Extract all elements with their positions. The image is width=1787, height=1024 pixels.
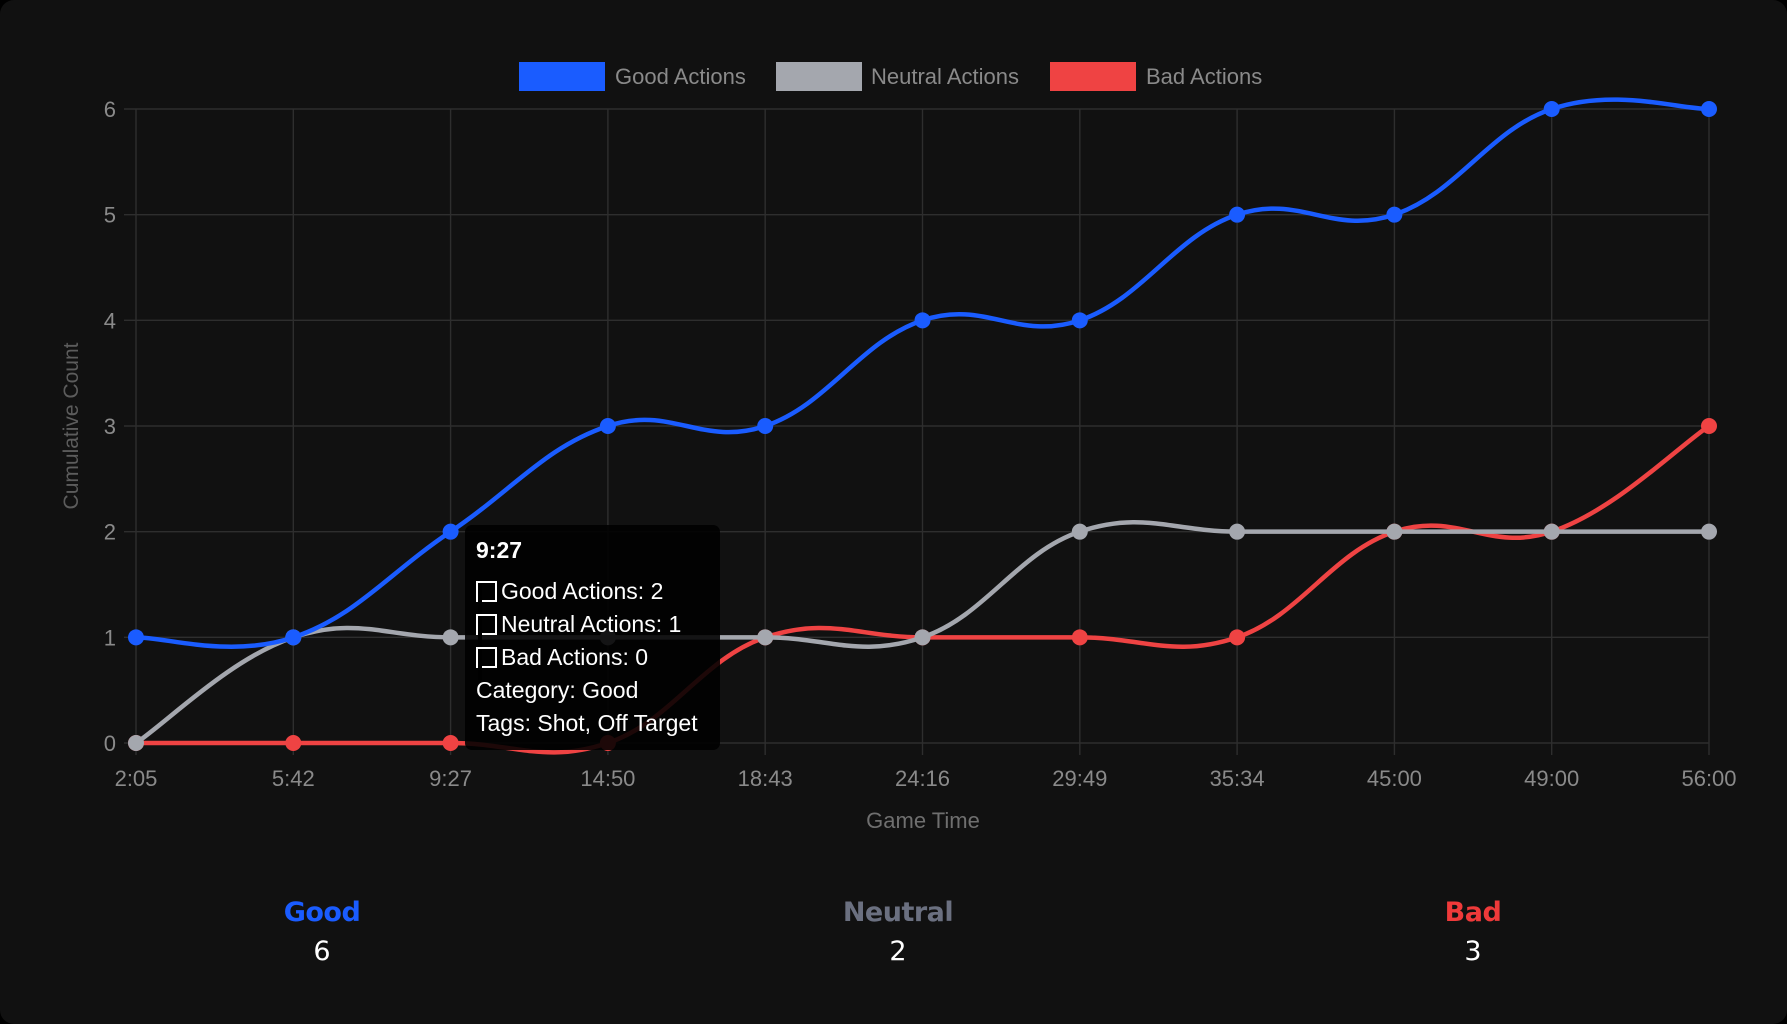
data-point-neutral-actions[interactable] (1386, 523, 1403, 540)
data-point-good-actions[interactable] (757, 418, 774, 434)
x-tick-label: 2:05 (115, 766, 158, 791)
data-point-good-actions[interactable] (128, 629, 144, 646)
data-point-bad-actions[interactable] (1229, 629, 1246, 646)
tooltip-good-text: Good Actions: 2 (501, 578, 664, 604)
bad-swatch-icon (476, 647, 497, 680)
tooltip: 9:27 Good Actions: 2 Neutral Actions: 1 … (465, 525, 720, 750)
data-point-neutral-actions[interactable] (1229, 523, 1246, 540)
y-axis-ticks: 0 1 2 3 4 5 6 (104, 97, 116, 756)
x-tick-label: 29:49 (1052, 766, 1107, 791)
x-tick-label: 14:50 (580, 766, 635, 791)
x-tick-label: 9:27 (429, 766, 472, 791)
y-tick-label: 0 (104, 731, 116, 756)
summary-neutral-value: 2 (889, 936, 907, 967)
legend-item-bad-actions[interactable]: Bad Actions (1050, 62, 1262, 91)
summary-bad: Bad 3 (1323, 895, 1623, 971)
legend-label: Good Actions (615, 64, 746, 89)
x-tick-label: 5:42 (272, 766, 315, 791)
summary-bad-label: Bad (1444, 897, 1502, 928)
y-tick-label: 6 (104, 97, 116, 122)
tooltip-row-good: Good Actions: 2 (476, 575, 709, 614)
y-axis-title: Cumulative Count (60, 342, 83, 509)
summary-good: Good 6 (172, 895, 472, 971)
neutral-swatch-icon (476, 614, 497, 647)
data-point-bad-actions[interactable] (1701, 418, 1717, 434)
tooltip-bad-text: Bad Actions: 0 (501, 644, 649, 670)
tooltip-category: Category: Good (476, 677, 639, 703)
summary-good-label: Good (283, 897, 361, 928)
series (128, 97, 1717, 755)
data-point-good-actions[interactable] (442, 523, 459, 540)
x-tick-label: 35:34 (1210, 766, 1265, 791)
data-point-neutral-actions[interactable] (1071, 523, 1088, 540)
y-tick-label: 2 (104, 520, 116, 545)
data-point-good-actions[interactable] (914, 312, 931, 329)
data-point-neutral-actions[interactable] (1543, 523, 1560, 540)
x-axis-ticks: 2:05 5:42 9:27 14:50 18:43 24:16 29:49 35:34 45:… (115, 766, 1737, 791)
y-tick-label: 5 (104, 203, 116, 228)
data-point-neutral-actions[interactable] (1701, 523, 1717, 540)
summary-bad-value: 3 (1464, 936, 1482, 967)
data-point-good-actions[interactable] (1543, 101, 1560, 117)
data-point-neutral-actions[interactable] (128, 735, 144, 751)
data-point-bad-actions[interactable] (442, 735, 459, 751)
data-point-bad-actions[interactable] (1071, 629, 1088, 646)
y-tick-label: 1 (104, 625, 116, 650)
legend-label: Bad Actions (1146, 64, 1262, 89)
y-tick-label: 3 (104, 414, 116, 439)
data-point-good-actions[interactable] (1229, 206, 1246, 223)
tooltip-title: 9:27 (476, 537, 523, 563)
legend-item-neutral-actions[interactable]: Neutral Actions (776, 62, 1019, 91)
tooltip-tags: Tags: Shot, Off Target (476, 710, 698, 736)
legend-swatch-icon (776, 62, 862, 91)
good-swatch-icon (476, 581, 497, 614)
x-axis-title: Game Time (866, 808, 980, 833)
grid (124, 108, 1710, 755)
x-tick-label: 56:00 (1681, 766, 1736, 791)
legend[interactable]: Good Actions Neutral Actions Bad Actions (519, 62, 1262, 91)
data-point-neutral-actions[interactable] (442, 629, 459, 646)
data-point-good-actions[interactable] (599, 418, 616, 434)
data-point-good-actions[interactable] (285, 629, 302, 646)
data-point-neutral-actions[interactable] (757, 629, 774, 646)
x-tick-label: 45:00 (1367, 766, 1422, 791)
data-point-good-actions[interactable] (1071, 312, 1088, 329)
legend-swatch-icon (519, 62, 605, 91)
data-point-neutral-actions[interactable] (914, 629, 931, 646)
y-tick-label: 4 (104, 308, 116, 333)
legend-swatch-icon (1050, 62, 1136, 91)
tooltip-row-bad: Bad Actions: 0 (476, 641, 709, 680)
tooltip-row-neutral: Neutral Actions: 1 (476, 608, 709, 647)
tooltip-neutral-text: Neutral Actions: 1 (501, 611, 682, 637)
x-tick-label: 18:43 (738, 766, 793, 791)
x-tick-label: 49:00 (1524, 766, 1579, 791)
summary-neutral-label: Neutral (842, 897, 954, 928)
legend-item-good-actions[interactable]: Good Actions (519, 62, 746, 91)
summary-neutral: Neutral 2 (748, 895, 1048, 971)
data-point-good-actions[interactable] (1701, 101, 1717, 117)
data-point-good-actions[interactable] (1386, 206, 1403, 223)
data-point-bad-actions[interactable] (285, 735, 302, 751)
summary-good-value: 6 (313, 936, 331, 967)
x-tick-label: 24:16 (895, 766, 950, 791)
legend-label: Neutral Actions (871, 64, 1019, 89)
